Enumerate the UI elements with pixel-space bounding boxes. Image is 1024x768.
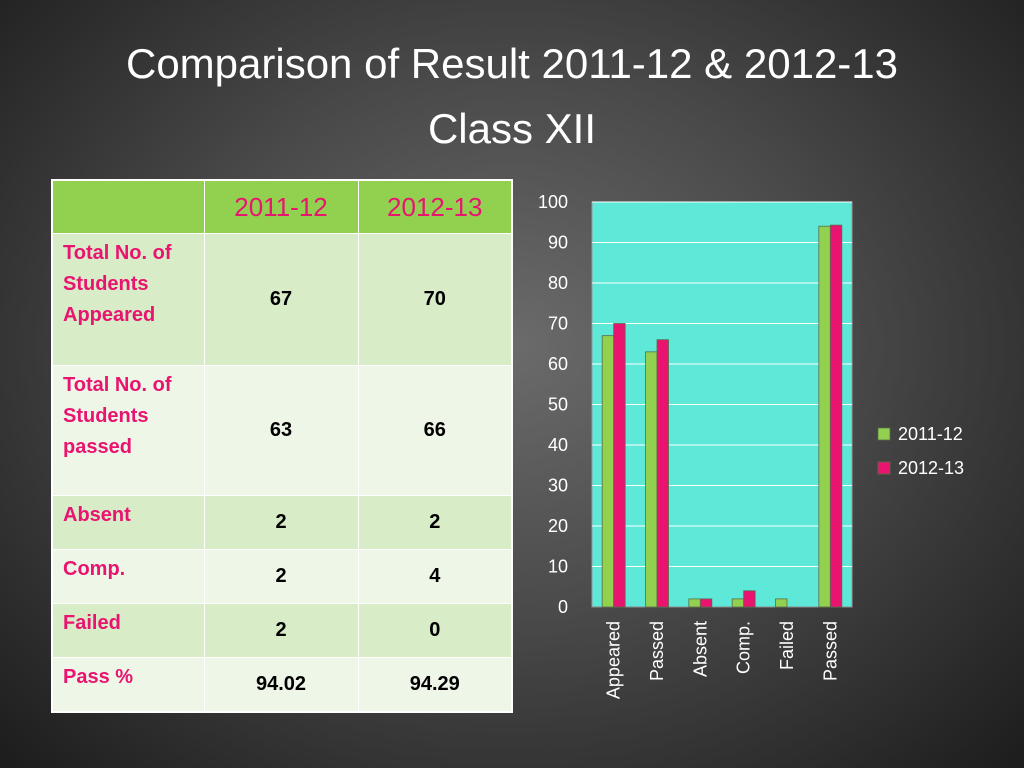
table-row: Total No. of Students passed 63 66 — [51, 365, 513, 496]
cell-value: 94.29 — [357, 657, 513, 712]
slide-title: Comparison of Result 2011-12 & 2012-13 — [125, 40, 899, 87]
x-tick-label: Comp. — [734, 621, 754, 674]
bar — [743, 590, 756, 608]
cell-value: 2 — [203, 549, 359, 604]
table-header-2011-12: 2011-12 — [203, 179, 359, 234]
y-tick-label: 40 — [548, 435, 568, 455]
results-table: 2011-12 2012-13 Total No. of Students Ap… — [51, 179, 513, 713]
bar — [818, 225, 831, 608]
x-tick-label: Passed — [820, 621, 840, 681]
row-label: Total No. of Students Appeared — [51, 233, 205, 366]
y-tick-label: 60 — [548, 354, 568, 374]
cell-value: 94.02 — [203, 657, 359, 712]
table-row: Pass % 94.02 94.29 — [51, 657, 513, 712]
row-label: Absent — [51, 495, 205, 550]
bar — [731, 598, 745, 608]
legend-label: 2012-13 — [898, 458, 964, 478]
x-tick-label: Appeared — [604, 621, 624, 699]
bar — [775, 598, 788, 608]
cell-value: 4 — [357, 549, 513, 604]
table-header-corner — [51, 179, 205, 234]
slide-subtitle: Class XII — [427, 105, 597, 152]
table-header-2012-13: 2012-13 — [357, 179, 513, 234]
legend-swatch — [877, 427, 891, 441]
bar — [601, 335, 615, 608]
bar — [656, 339, 669, 608]
y-tick-label: 70 — [548, 314, 568, 334]
row-label: Comp. — [51, 549, 205, 604]
cell-value: 2 — [203, 495, 359, 550]
x-tick-label: Passed — [647, 621, 667, 681]
bar — [688, 598, 701, 608]
row-label: Failed — [51, 603, 205, 658]
bar — [645, 351, 658, 608]
legend-label: 2011-12 — [898, 424, 963, 444]
cell-value: 67 — [203, 233, 359, 366]
y-tick-label: 50 — [548, 395, 568, 415]
cell-value: 63 — [203, 365, 359, 496]
cell-value: 2 — [357, 495, 513, 550]
bar-chart: 0 10 20 30 40 50 60 70 80 90 100 Appeared Passed Abse… — [538, 192, 964, 699]
x-tick-label: Absent — [690, 621, 710, 677]
legend-swatch — [877, 461, 891, 475]
y-tick-label: 10 — [548, 557, 568, 577]
cell-value: 0 — [357, 603, 513, 658]
table-row: Total No. of Students Appeared 67 70 — [51, 233, 513, 366]
table-header-row: 2011-12 2012-13 — [51, 179, 513, 234]
y-tick-label: 100 — [538, 192, 568, 212]
y-tick-label: 90 — [548, 233, 568, 253]
bar — [699, 598, 713, 608]
y-tick-label: 20 — [548, 516, 568, 536]
x-tick-label: Failed — [777, 621, 797, 670]
bar — [829, 224, 843, 608]
y-tick-label: 30 — [548, 476, 568, 496]
cell-value: 2 — [203, 603, 359, 658]
cell-value: 70 — [357, 233, 513, 366]
bar — [613, 323, 626, 608]
table-row: Failed 2 0 — [51, 603, 513, 658]
table-row: Comp. 2 4 — [51, 549, 513, 604]
row-label: Total No. of Students passed — [51, 365, 205, 496]
row-label: Pass % — [51, 657, 205, 712]
y-tick-label: 80 — [548, 273, 568, 293]
cell-value: 66 — [357, 365, 513, 496]
table-row: Absent 2 2 — [51, 495, 513, 550]
y-tick-label: 0 — [558, 597, 568, 617]
